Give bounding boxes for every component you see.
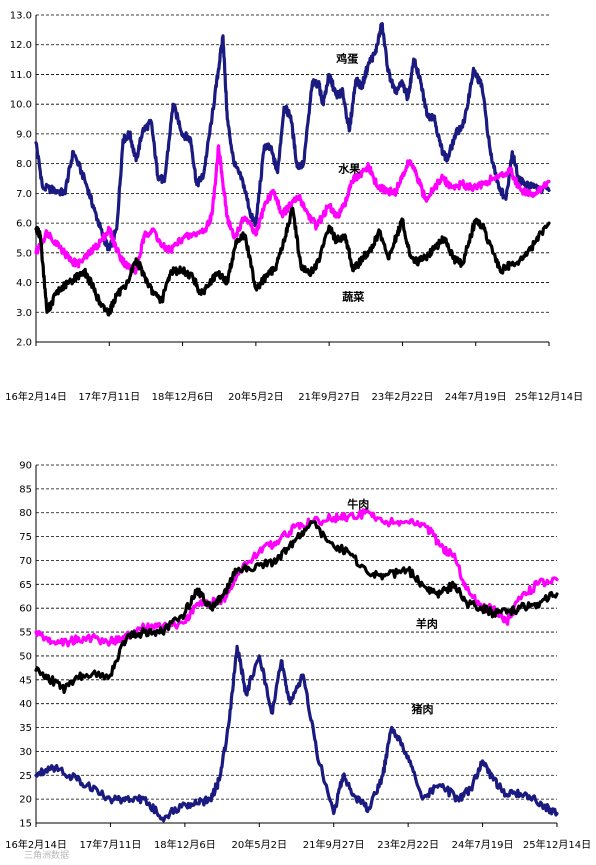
y-tick-label: 30	[19, 747, 32, 758]
y-tick-label: 2.0	[16, 338, 32, 349]
y-tick-label: 10.0	[10, 100, 32, 111]
y-tick-label: 80	[19, 508, 32, 519]
series-line-2	[34, 644, 559, 823]
x-tick-label: 21年9月27日	[298, 390, 360, 403]
x-tick-label: 23年2月22日	[377, 838, 439, 851]
y-tick-label: 11.0	[10, 70, 32, 81]
y-tick-label: 55	[19, 628, 32, 639]
y-tick-label: 45	[19, 675, 32, 686]
x-tick-label: 16年2月14日	[5, 838, 67, 851]
y-tick-label: 70	[19, 556, 32, 567]
y-tick-label: 60	[19, 604, 32, 615]
y-tick-label: 40	[19, 699, 32, 710]
y-tick-label: 15	[19, 819, 32, 830]
y-tick-label: 6.0	[16, 219, 32, 230]
y-tick-label: 50	[19, 651, 32, 662]
y-tick-label: 90	[19, 461, 32, 472]
x-tick-label: 17年7月11日	[80, 838, 142, 851]
series-annotation: 鸡蛋	[335, 52, 359, 66]
series-annotation: 水果	[338, 162, 360, 176]
series-line-1	[34, 144, 551, 275]
series-annotation: 牛肉	[347, 497, 369, 511]
y-tick-label: 75	[19, 532, 32, 543]
y-tick-label: 3.0	[16, 308, 32, 319]
x-tick-label: 20年5月2日	[232, 838, 287, 851]
y-tick-label: 8.0	[16, 159, 32, 170]
y-tick-label: 85	[19, 484, 32, 495]
chart-eggs-fruit-vegetables: 2.0 3.0 4.0 5.0 6.0 7.0 8.0 9.0 10.0 11.0 12.0 13.0…	[5, 11, 583, 404]
y-tick-label: 13.0	[10, 11, 32, 22]
series-line-0	[34, 22, 551, 252]
series-annotation: 羊肉	[416, 616, 438, 630]
x-tick-label: 18年12月6日	[154, 838, 216, 851]
x-tick-label: 21年9月27日	[303, 838, 365, 851]
y-tick-label: 7.0	[16, 189, 32, 200]
x-tick-label: 16年2月14日	[5, 390, 67, 403]
series-annotation: 蔬菜	[342, 289, 365, 303]
y-tick-label: 5.0	[16, 248, 32, 259]
series-line-0	[34, 507, 559, 648]
x-tick-label: 24年7月19日	[445, 390, 507, 403]
x-tick-label: 25年12月14日	[523, 838, 591, 851]
series-annotation: 猪肉	[411, 702, 434, 716]
y-tick-label: 20	[19, 795, 32, 806]
y-tick-label: 65	[19, 580, 32, 591]
watermark: 三角洲数据	[24, 849, 69, 861]
y-tick-label: 4.0	[16, 278, 32, 289]
series-line-2	[34, 206, 551, 317]
y-tick-label: 25	[19, 771, 32, 782]
y-tick-label: 12.0	[10, 40, 32, 51]
x-tick-label: 18年12月6日	[152, 390, 214, 403]
x-tick-label: 25年12月14日	[515, 390, 583, 403]
y-tick-label: 35	[19, 723, 32, 734]
x-tick-label: 20年5月2日	[228, 390, 283, 403]
y-tick-label: 9.0	[16, 129, 32, 140]
series-line-1	[34, 520, 559, 694]
x-tick-label: 24年7月19日	[452, 838, 514, 851]
x-tick-label: 17年7月11日	[78, 390, 140, 403]
x-tick-label: 23年2月22日	[372, 390, 434, 403]
chart-meat-prices: 15 20 25 30 35 40 45 50 55 60 65 70 75 80 85 90 16年2月14日…	[5, 461, 591, 852]
